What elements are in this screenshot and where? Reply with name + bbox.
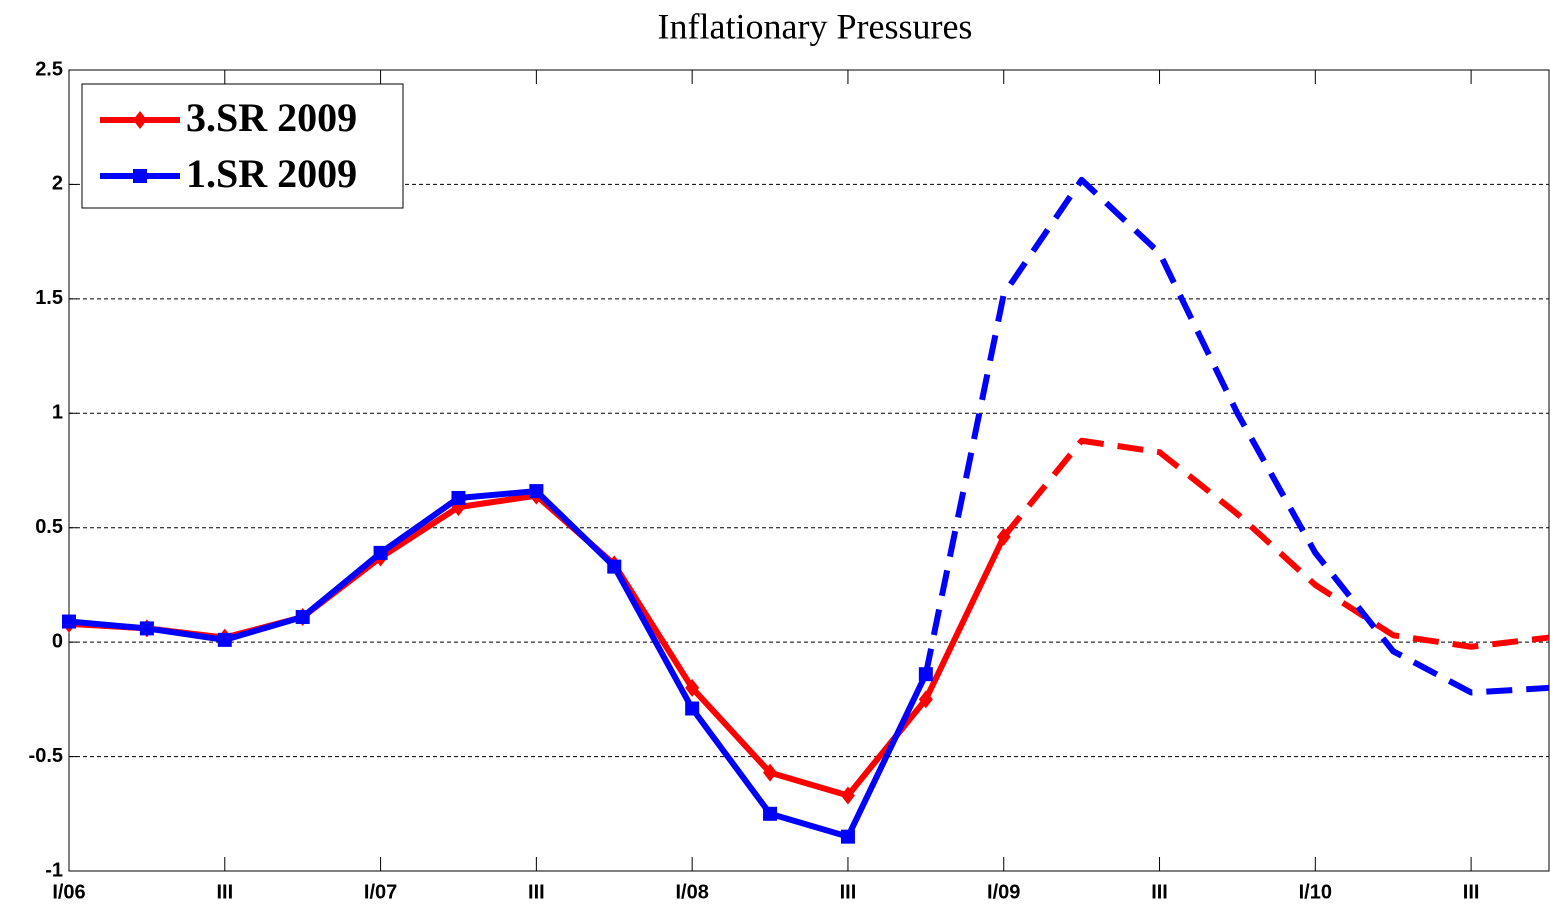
y-tick-label: 1.5 [35,287,63,309]
forecast-line [1001,437,1550,650]
x-tick-label: I/08 [675,881,708,903]
marker [840,786,855,805]
plot-frame [68,69,1550,872]
y-tick-label: 2 [52,173,63,195]
marker [139,621,154,636]
x-tick-label: III [1151,881,1168,903]
marker [529,484,544,499]
x-tick-label: III [1463,881,1480,903]
marker [996,527,1011,546]
marker [62,614,76,629]
x-tick-label: I/09 [987,881,1020,903]
legend-marker [133,111,147,129]
marker [763,806,778,821]
x-tick-label: III [216,881,233,903]
marker [373,545,388,560]
legend: 3.SR 2009 1.SR 2009 [81,83,404,209]
x-tick-label: III [840,881,857,903]
x-tick-label: I/06 [52,881,85,903]
marker [918,667,933,682]
marker [685,701,700,716]
legend-box [81,83,404,209]
legend-label: 3.SR 2009 [186,95,357,140]
marker [685,678,700,697]
y-tick-label: 1 [52,402,63,424]
marker [763,763,778,782]
marker [295,609,310,624]
y-tick-label: 0.5 [35,516,63,538]
y-tick-label: -0.5 [29,745,63,767]
legend-label: 1.SR 2009 [186,151,357,196]
series-line [68,492,1007,799]
legend-marker [133,169,147,183]
y-tick-label: -1 [45,859,63,881]
y-tick-label: 0 [52,630,63,652]
marker [840,829,855,844]
forecast-line [922,176,1550,696]
chart-title: Inflationary Pressures [658,6,973,46]
x-tick-label: III [528,881,545,903]
marker [451,490,466,505]
x-tick-label: I/07 [364,881,397,903]
marker [607,559,622,574]
y-tick-label: 2.5 [35,58,63,80]
x-tick-label: I/10 [1299,881,1332,903]
series-line [68,488,929,840]
marker [217,632,232,647]
marker [918,690,933,709]
